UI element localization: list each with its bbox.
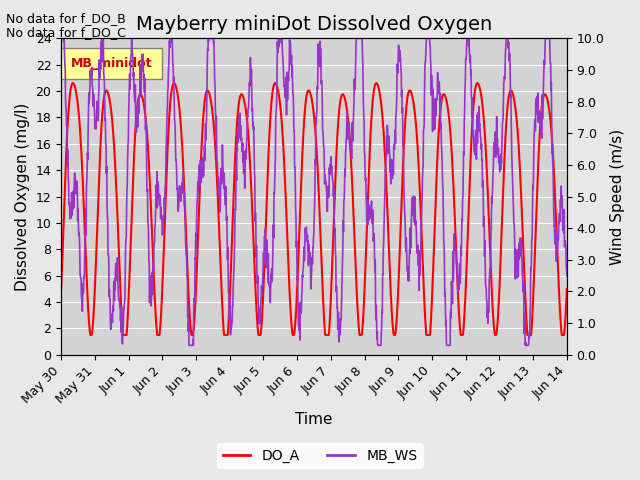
MB_WS [346, 142, 353, 147]
DO_A [86, 332, 94, 338]
MB_WS [283, 74, 291, 80]
Text: No data for f_DO_C: No data for f_DO_C [6, 26, 126, 39]
MB_WS [273, 106, 280, 112]
DO_A [283, 214, 291, 219]
FancyBboxPatch shape [61, 48, 163, 80]
MB_WS [117, 329, 125, 335]
MB_WS [292, 214, 300, 220]
Line: DO_A: DO_A [61, 83, 567, 335]
MB_WS [185, 342, 193, 348]
Line: MB_WS: MB_WS [61, 38, 567, 345]
Y-axis label: Dissolved Oxygen (mg/l): Dissolved Oxygen (mg/l) [15, 102, 30, 291]
DO_A [58, 286, 65, 292]
DO_A [346, 130, 353, 135]
X-axis label: Time: Time [295, 412, 333, 427]
DO_A [563, 286, 571, 292]
MB_WS [58, 36, 66, 41]
Text: No data for f_DO_B: No data for f_DO_B [6, 12, 126, 25]
DO_A [292, 316, 300, 322]
DO_A [474, 80, 481, 86]
Legend: DO_A, MB_WS: DO_A, MB_WS [217, 443, 423, 468]
MB_WS [97, 67, 104, 72]
DO_A [97, 140, 104, 145]
MB_WS [563, 273, 571, 279]
Text: MB_minidot: MB_minidot [71, 57, 153, 70]
DO_A [272, 81, 280, 87]
Title: Mayberry miniDot Dissolved Oxygen: Mayberry miniDot Dissolved Oxygen [136, 15, 492, 34]
Y-axis label: Wind Speed (m/s): Wind Speed (m/s) [610, 129, 625, 264]
DO_A [117, 304, 125, 310]
MB_WS [58, 40, 65, 46]
